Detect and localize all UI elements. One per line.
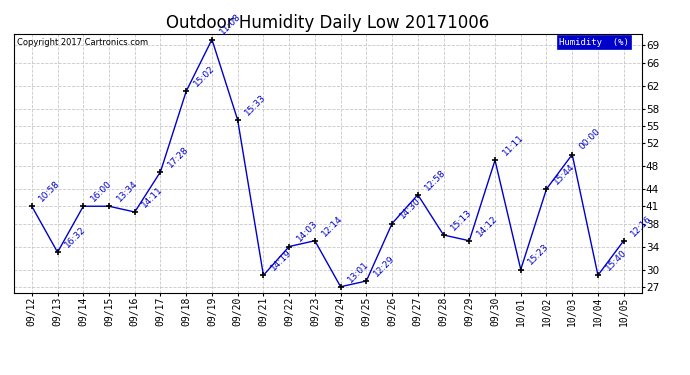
Text: 12:14: 12:14 (320, 213, 345, 238)
Text: 00:00: 00:00 (578, 127, 602, 152)
Text: 14:11: 14:11 (140, 184, 165, 209)
Text: 15:02: 15:02 (192, 64, 217, 88)
Text: 14:30: 14:30 (397, 196, 422, 221)
Text: 15:40: 15:40 (604, 248, 628, 273)
Text: 17:28: 17:28 (166, 144, 190, 169)
Text: 10:58: 10:58 (37, 179, 62, 204)
Text: 15:13: 15:13 (449, 207, 474, 232)
Text: 14:03: 14:03 (295, 219, 319, 244)
Text: Copyright 2017 Cartronics.com: Copyright 2017 Cartronics.com (17, 38, 148, 46)
Text: 15:44: 15:44 (552, 162, 577, 186)
Text: 14:12: 14:12 (475, 213, 500, 238)
Text: 15:33: 15:33 (244, 93, 268, 117)
Text: 15:23: 15:23 (526, 242, 551, 267)
Text: 12:29: 12:29 (372, 254, 396, 278)
Text: 13:01: 13:01 (346, 259, 371, 284)
Text: Humidity  (%): Humidity (%) (560, 38, 629, 46)
Text: 16:32: 16:32 (63, 225, 88, 249)
Text: 11:11: 11:11 (500, 133, 525, 158)
Text: 13:34: 13:34 (115, 179, 139, 204)
Text: 12:58: 12:58 (424, 167, 448, 192)
Text: 12:16: 12:16 (629, 213, 654, 238)
Text: 16:00: 16:00 (89, 179, 113, 204)
Title: Outdoor Humidity Daily Low 20171006: Outdoor Humidity Daily Low 20171006 (166, 14, 489, 32)
Text: 14:19: 14:19 (269, 248, 293, 273)
Text: 11:08: 11:08 (217, 12, 242, 37)
